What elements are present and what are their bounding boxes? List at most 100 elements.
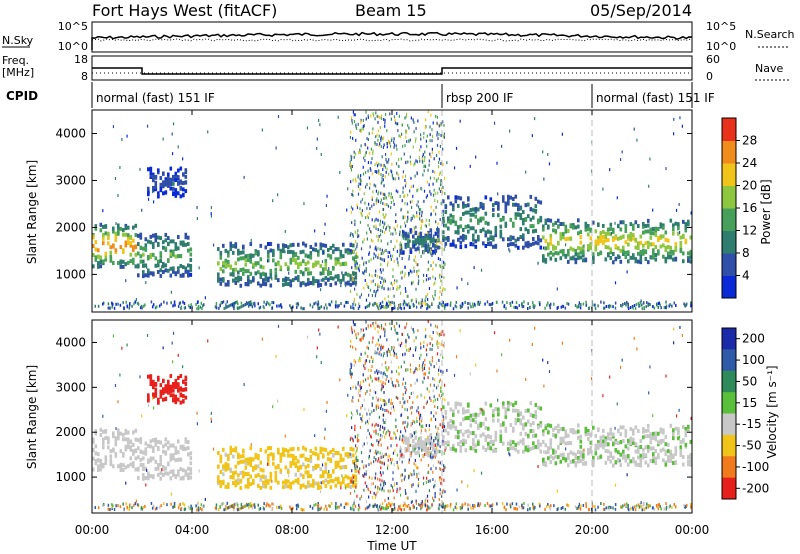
power-cell (433, 297, 435, 301)
power-cell (648, 184, 650, 188)
velocity-cell (443, 383, 446, 387)
velocity-cell (464, 502, 466, 506)
power-cell (122, 259, 125, 264)
power-cell (649, 255, 653, 260)
power-cell (324, 281, 328, 286)
power-cell (351, 278, 353, 282)
power-cell (433, 176, 435, 180)
velocity-cell (391, 502, 393, 506)
power-cell (390, 254, 392, 258)
velocity-cell (637, 455, 640, 460)
power-cell (421, 304, 423, 308)
power-cell (464, 224, 468, 229)
power-cell (254, 261, 258, 266)
power-cell (414, 215, 416, 219)
velocity-cell (317, 485, 320, 490)
power-cell (479, 201, 483, 206)
power-cell (109, 250, 113, 255)
power-cell (529, 224, 533, 229)
velocity-cell (111, 506, 113, 510)
velocity-cell (380, 347, 382, 351)
freq-tick-bottom: 8 (81, 70, 88, 83)
power-cell (418, 279, 420, 283)
velocity-cell (672, 460, 675, 465)
power-cell (418, 250, 421, 254)
velocity-cell (409, 406, 412, 410)
power-cell (383, 163, 385, 167)
power-cell (355, 125, 357, 129)
power-cell (427, 110, 429, 114)
power-cell (412, 145, 414, 149)
power-cell (319, 246, 323, 251)
power-cell (147, 197, 150, 201)
power-cell (317, 307, 319, 311)
velocity-cell (422, 443, 425, 448)
power-cell (514, 238, 518, 243)
velocity-cell (539, 421, 543, 426)
power-cell (459, 216, 463, 221)
velocity-cell (317, 463, 320, 468)
power-cell (297, 242, 300, 247)
power-cell (629, 306, 632, 310)
power-cell (289, 304, 291, 308)
power-cell (438, 124, 440, 128)
power-cell (633, 304, 636, 308)
power-cell (144, 303, 146, 307)
power-cell (226, 300, 229, 304)
velocity-cell (354, 458, 358, 463)
power-cell (404, 144, 406, 148)
velocity-cell (279, 458, 283, 463)
power-cell (384, 152, 387, 156)
power-cell (154, 306, 157, 310)
velocity-cell (634, 442, 638, 447)
velocity-cell (269, 474, 273, 479)
velocity-cell (282, 485, 285, 490)
velocity-cell (417, 442, 420, 447)
power-cell (350, 158, 352, 162)
power-cell (477, 302, 479, 306)
power-cell (277, 115, 280, 119)
power-cell (355, 247, 357, 251)
power-cell (404, 236, 408, 241)
power-cell (614, 281, 617, 285)
velocity-cell (107, 445, 110, 450)
velocity-cell (534, 444, 538, 449)
power-cell (421, 210, 423, 214)
power-cell (377, 129, 379, 133)
power-cell (107, 235, 110, 240)
power-cell (409, 200, 412, 204)
power-cell (357, 122, 359, 126)
velocity-cell (552, 448, 555, 453)
power-cell (467, 210, 470, 215)
velocity-cell (469, 418, 473, 423)
velocity-cell (554, 461, 558, 466)
power-cell (374, 247, 376, 251)
power-cell (442, 199, 445, 204)
power-cell (352, 234, 354, 238)
velocity-cell (404, 437, 408, 442)
power-cell (645, 305, 647, 309)
power-cell (439, 275, 441, 279)
power-cell (316, 303, 319, 307)
power-cell (438, 157, 441, 161)
power-cell (244, 269, 248, 274)
velocity-cell (427, 435, 430, 440)
velocity-cell (447, 440, 450, 445)
power-cell (438, 187, 440, 191)
velocity-cell (307, 470, 310, 475)
power-cell (487, 237, 490, 242)
date-title: 05/Sep/2014 (590, 1, 692, 20)
velocity-cell (509, 505, 512, 509)
nsearch-tick-top: 10^5 (706, 20, 736, 33)
power-cell (112, 261, 115, 266)
power-cell (492, 244, 495, 249)
velocity-cell (521, 503, 523, 507)
velocity-cell (358, 503, 360, 507)
power-cell (129, 235, 133, 240)
velocity-cell (164, 450, 168, 455)
power-cell (377, 305, 379, 309)
velocity-cell (269, 477, 273, 482)
power-cell (489, 303, 492, 307)
power-cell (454, 195, 458, 200)
velocity-cell (269, 504, 271, 508)
